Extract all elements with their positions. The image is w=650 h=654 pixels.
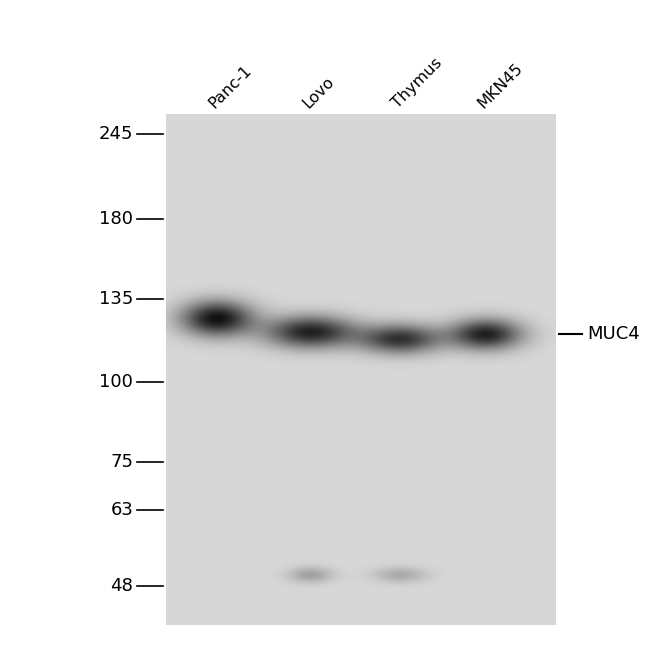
Text: 135: 135 <box>99 290 133 308</box>
Text: 100: 100 <box>99 373 133 391</box>
Text: Lovo: Lovo <box>300 74 337 111</box>
Text: MUC4: MUC4 <box>587 325 640 343</box>
Text: 63: 63 <box>111 501 133 519</box>
Text: Panc-1: Panc-1 <box>206 63 254 111</box>
Text: 245: 245 <box>99 125 133 143</box>
Text: 48: 48 <box>111 577 133 594</box>
Text: MKN45: MKN45 <box>475 60 526 111</box>
Text: 75: 75 <box>111 453 133 471</box>
Text: 180: 180 <box>99 211 133 228</box>
Text: Thymus: Thymus <box>389 56 445 111</box>
